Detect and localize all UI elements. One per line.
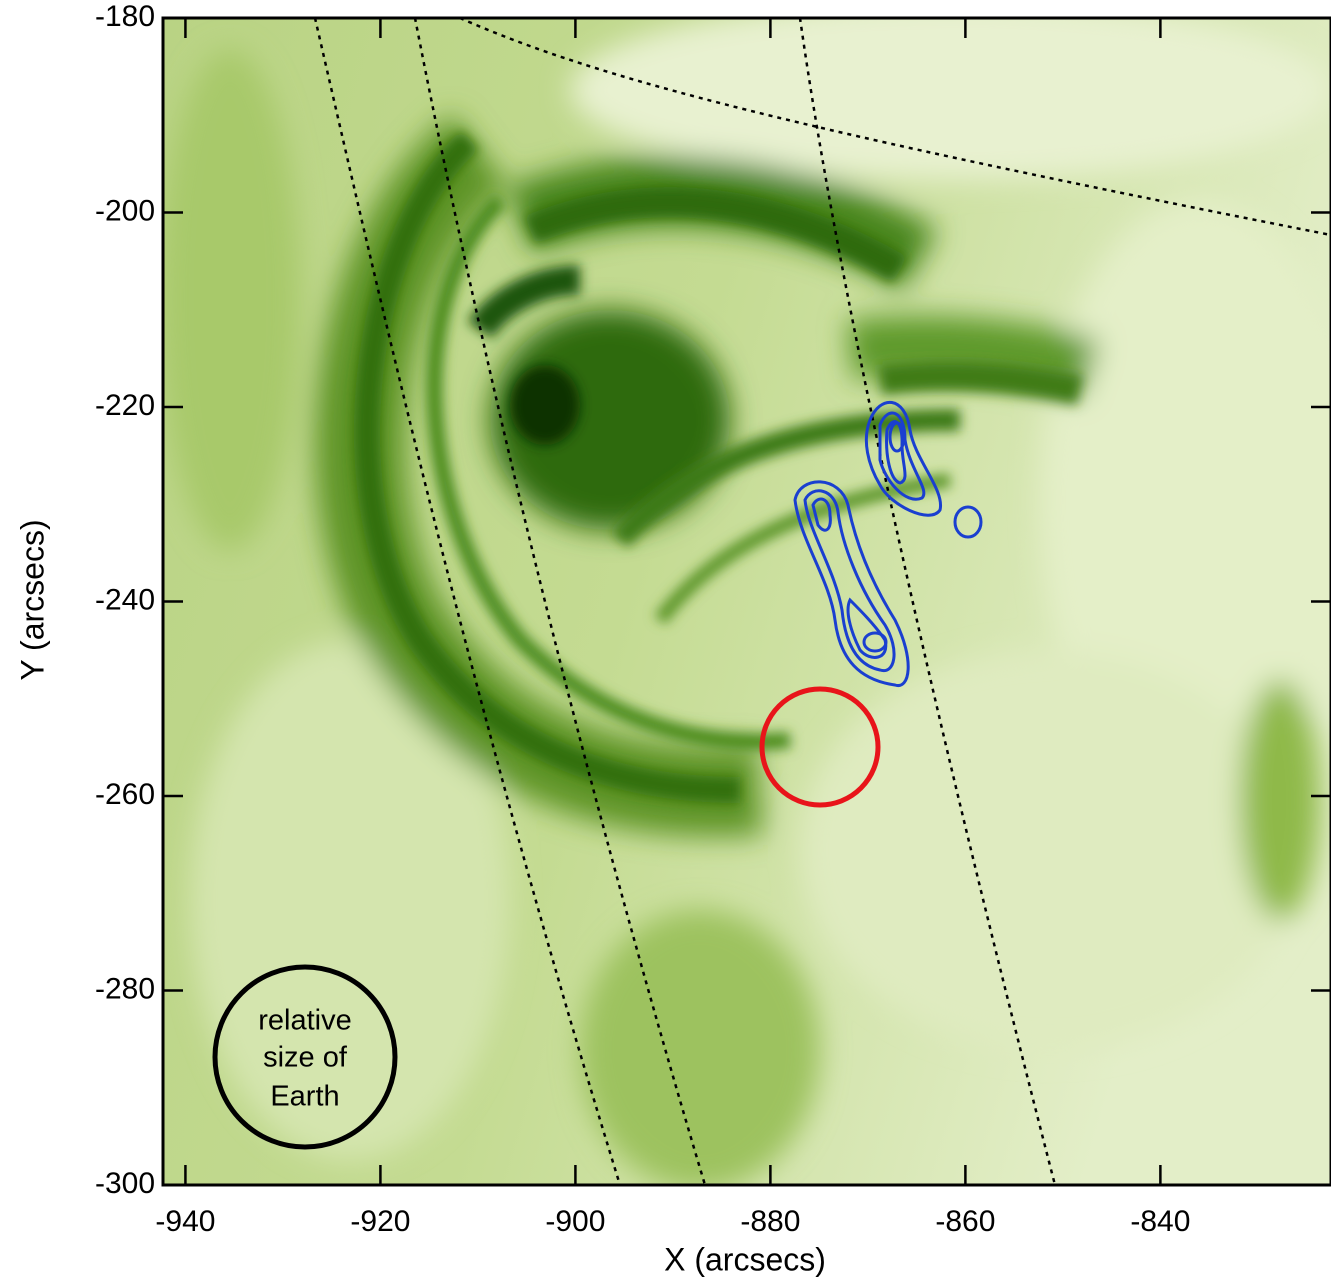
y-tick-label: -220 xyxy=(95,389,155,422)
y-tick-label: -200 xyxy=(95,194,155,227)
x-tick-label: -940 xyxy=(155,1205,215,1238)
y-tick-label: -180 xyxy=(95,0,155,33)
y-tick-label: -260 xyxy=(95,778,155,811)
y-tick-label: -240 xyxy=(95,583,155,616)
x-tick-label: -900 xyxy=(545,1205,605,1238)
chart: relative size of Earth X (arcsecs) Y (ar… xyxy=(0,0,1331,1288)
page: relative size of Earth X (arcsecs) Y (ar… xyxy=(0,0,1331,1288)
annotation: Earth xyxy=(270,1081,339,1113)
y-axis-label: Y (arcsecs) xyxy=(14,519,50,680)
x-tick-label: -860 xyxy=(935,1205,995,1238)
y-tick-label: -300 xyxy=(95,1167,155,1200)
x-tick-label: -840 xyxy=(1130,1205,1190,1238)
annotation: size of xyxy=(263,1042,348,1074)
y-tick-label: -280 xyxy=(95,972,155,1005)
x-axis-label: X (arcsecs) xyxy=(664,1241,826,1277)
annotation: relative xyxy=(258,1005,352,1037)
x-tick-label: -880 xyxy=(740,1205,800,1238)
x-tick-label: -920 xyxy=(350,1205,410,1238)
